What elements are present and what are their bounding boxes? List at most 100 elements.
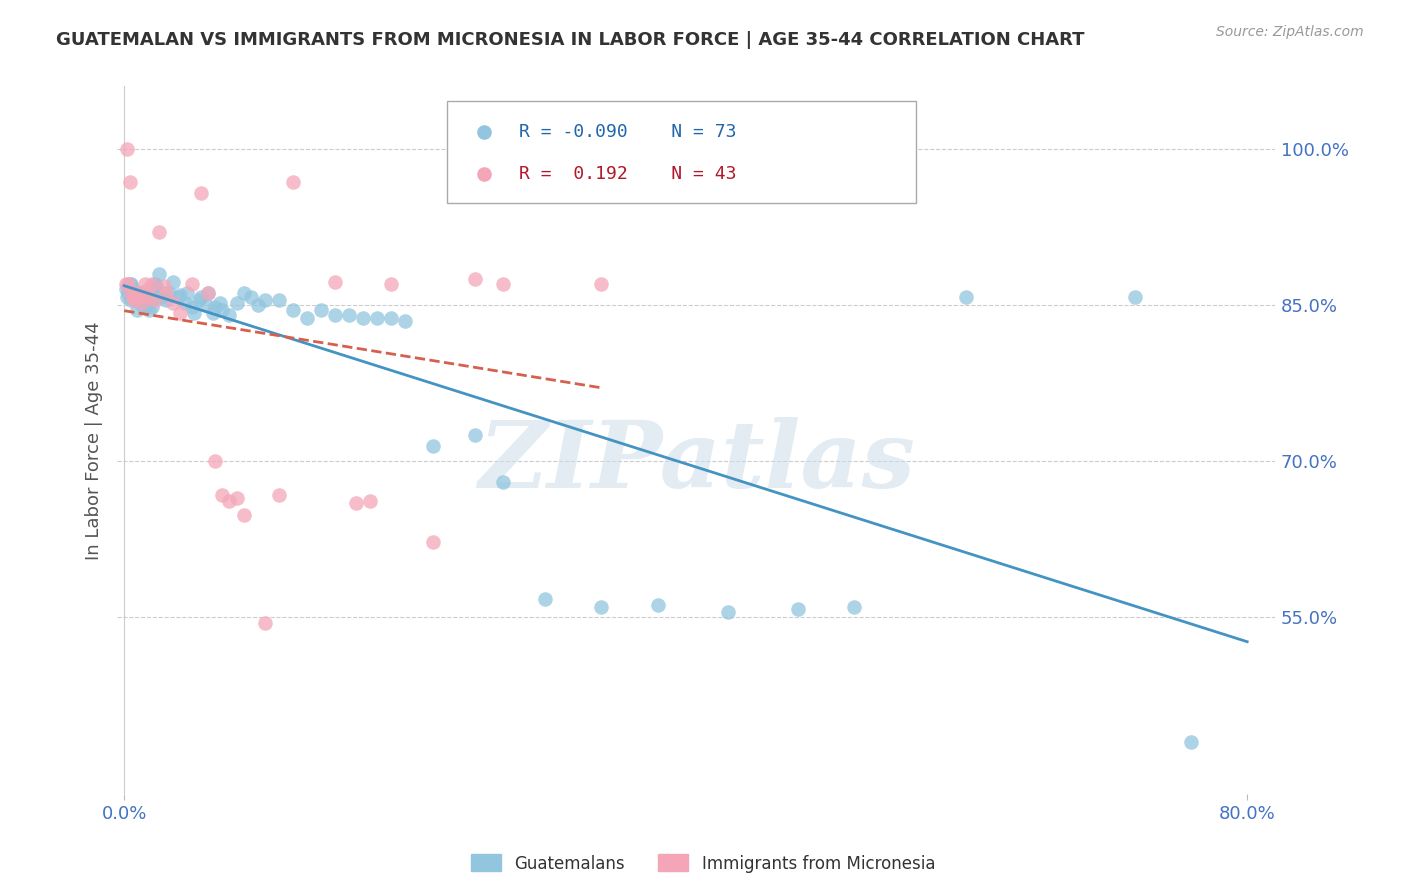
Point [323,275,346,289]
Point [380,277,402,292]
Point [787,602,810,616]
Point [464,272,486,286]
Point [201,306,224,320]
Point [125,285,148,300]
Point [132,300,155,314]
Point [647,598,669,612]
Point [239,290,262,304]
Point [125,303,148,318]
Point [352,310,374,325]
Point [152,285,174,300]
Point [148,267,170,281]
Text: R =  0.192    N = 43: R = 0.192 N = 43 [519,165,737,183]
Point [124,293,146,307]
Point [225,491,247,505]
Point [218,309,240,323]
Text: R = -0.090    N = 73: R = -0.090 N = 73 [519,123,737,141]
Point [124,290,146,304]
Point [267,487,290,501]
Point [844,599,866,614]
Point [169,306,191,320]
Point [142,282,165,296]
Point [141,277,163,292]
Point [155,285,177,300]
Point [190,290,212,304]
Point [122,293,145,307]
Point [173,296,195,310]
Point [162,275,184,289]
Point [138,290,160,304]
Point [134,277,156,292]
Text: Source: ZipAtlas.com: Source: ZipAtlas.com [1216,25,1364,39]
Text: ZIPatlas: ZIPatlas [478,417,915,507]
Point [157,285,180,300]
Point [955,290,977,304]
Point [344,496,367,510]
Point [485,142,508,156]
Point [267,293,290,307]
Point [128,285,150,300]
Point [1123,290,1146,304]
Point [114,277,136,292]
Point [169,287,191,301]
Point [253,293,276,307]
Point [295,310,318,325]
Point [183,306,205,320]
Point [253,615,276,630]
Point [464,428,486,442]
Point [150,290,173,304]
Point [422,439,444,453]
Point [134,296,156,310]
Point [232,508,254,523]
Point [204,300,226,314]
Point [591,277,613,292]
Point [131,296,153,310]
Point [492,475,515,489]
Point [118,277,141,292]
Point [148,225,170,239]
Point [146,290,169,304]
Point [534,591,557,606]
Point [117,285,139,300]
Point [281,175,304,189]
Point [492,277,515,292]
Point [337,309,360,323]
Point [120,277,142,292]
Point [121,290,143,304]
Point [309,303,332,318]
Point [129,290,152,304]
Point [143,277,166,292]
Point [145,279,167,293]
Point [115,142,138,156]
Point [129,285,152,300]
Point [187,293,209,307]
Point [139,293,162,307]
Point [211,303,233,318]
Point [114,282,136,296]
Point [152,279,174,293]
Point [135,287,157,301]
Point [281,303,304,318]
Point [155,293,177,307]
Point [323,309,346,323]
Point [180,300,202,314]
Point [128,296,150,310]
Y-axis label: In Labor Force | Age 35-44: In Labor Force | Age 35-44 [86,321,103,559]
Point [118,175,141,189]
Point [197,285,219,300]
Point [246,298,269,312]
Point [717,605,740,619]
Point [359,493,381,508]
Point [194,298,217,312]
Point [162,296,184,310]
Point [197,285,219,300]
Point [120,293,142,307]
Point [208,296,231,310]
Point [143,293,166,307]
Text: GUATEMALAN VS IMMIGRANTS FROM MICRONESIA IN LABOR FORCE | AGE 35-44 CORRELATION : GUATEMALAN VS IMMIGRANTS FROM MICRONESIA… [56,31,1085,49]
Point [232,285,254,300]
Point [166,290,188,304]
Point [138,303,160,318]
FancyBboxPatch shape [447,101,917,203]
Point [190,186,212,200]
